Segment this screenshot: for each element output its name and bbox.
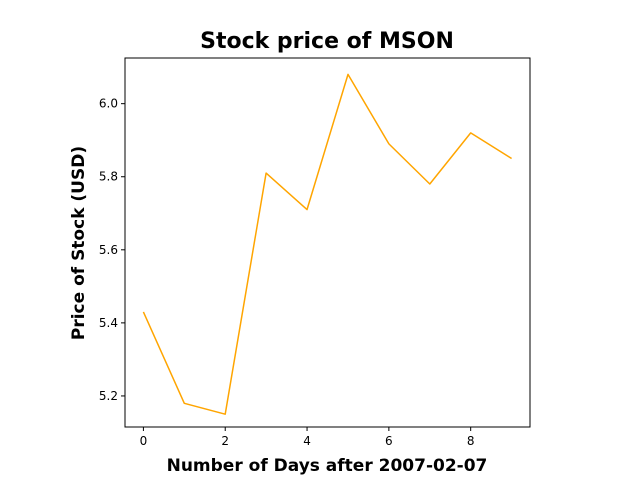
y-axis-label: Price of Stock (USD) (69, 146, 89, 340)
y-axis-ticks: 5.2 5.4 5.6 5.8 6.0 (99, 97, 125, 403)
series-line (142, 73, 512, 415)
x-axis-ticks: 0 2 4 6 8 (140, 427, 475, 448)
x-tick-label: 0 (140, 434, 148, 448)
chart-title: Stock price of MSON (200, 29, 454, 54)
x-tick-label: 8 (467, 434, 475, 448)
y-tick-label: 6.0 (99, 97, 118, 111)
x-tick-label: 6 (385, 434, 393, 448)
x-tick-label: 2 (221, 434, 229, 448)
y-tick-label: 5.8 (99, 170, 118, 184)
plot-area (124, 57, 531, 428)
x-axis-label: Number of Days after 2007-02-07 (167, 456, 488, 476)
plot-frame (124, 57, 531, 428)
y-tick-label: 5.2 (99, 389, 118, 403)
y-tick-label: 5.6 (99, 243, 118, 257)
y-tick-label: 5.4 (99, 316, 118, 330)
x-tick-label: 4 (303, 434, 311, 448)
series-layer (142, 73, 512, 415)
